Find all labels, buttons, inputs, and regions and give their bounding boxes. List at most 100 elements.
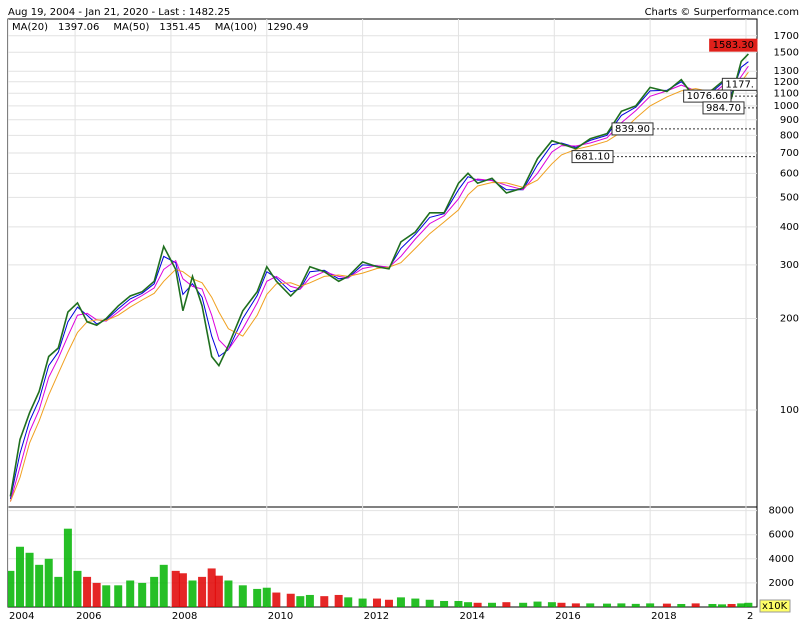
volume-bar	[83, 576, 92, 607]
volume-bar	[425, 599, 434, 607]
volume-bar	[159, 564, 168, 607]
annotation-box	[721, 77, 758, 91]
y-tick-label: 600	[780, 168, 799, 179]
volume-bar	[198, 576, 207, 607]
volume-bar	[150, 576, 159, 607]
x-tick-label: 2018	[651, 611, 676, 622]
y-tick-label: 800	[780, 130, 799, 141]
volume-tick-label: 8000	[769, 506, 794, 517]
volume-bar	[502, 602, 511, 607]
annotation-label: 839.90	[615, 124, 650, 135]
y-tick-label: 1200	[774, 77, 799, 88]
volume-bar	[737, 603, 746, 607]
volume-bar	[262, 587, 271, 607]
y-tick-label: 1300	[774, 66, 799, 77]
volume-bar	[320, 596, 329, 607]
volume-bar	[224, 580, 233, 607]
volume-bar	[296, 596, 305, 607]
volume-bar	[662, 603, 671, 607]
price-line	[9, 53, 749, 497]
annotation-label: 984.70	[706, 103, 741, 114]
y-tick-label: 200	[780, 313, 799, 324]
legend-value: 1290.49	[267, 22, 308, 33]
y-tick-label: 1000	[774, 101, 799, 112]
legend-name: MA(20)	[12, 22, 48, 33]
x-tick-label: 2012	[364, 611, 389, 622]
volume-bar	[238, 585, 247, 607]
volume-bar	[464, 602, 473, 607]
volume-bar	[44, 558, 53, 607]
unit-label: x10K	[762, 601, 788, 612]
volume-bar	[63, 528, 72, 607]
volume-bar	[727, 603, 736, 607]
volume-bar	[677, 603, 686, 607]
x-tick-label: 2004	[9, 611, 34, 622]
x-tick-label: 2010	[268, 611, 293, 622]
x-tick-label: 2014	[459, 611, 484, 622]
volume-bar	[533, 601, 542, 607]
volume-bar	[114, 585, 123, 607]
volume-bar	[440, 600, 449, 607]
volume-tick-label: 2000	[769, 578, 794, 589]
y-tick-label: 1700	[774, 31, 799, 42]
credit: Charts © Surperformance.com	[645, 7, 799, 18]
y-tick-label: 1500	[774, 47, 799, 58]
volume-bar	[15, 546, 24, 607]
volume-bar	[411, 598, 420, 607]
annotation-label: 1076.60	[687, 91, 728, 102]
volume-bar	[344, 597, 353, 607]
volume-bar	[617, 603, 626, 607]
chart-title: Aug 19, 2004 - Jan 21, 2020 - Last : 148…	[8, 7, 230, 18]
volume-bar	[571, 603, 580, 607]
volume-bar	[334, 594, 343, 607]
volume-bar	[744, 602, 753, 607]
volume-bar	[8, 570, 15, 607]
volume-bar	[547, 602, 556, 607]
legend-value: 1351.45	[159, 22, 200, 33]
y-tick-label: 900	[780, 115, 799, 126]
volume-bar	[454, 600, 463, 607]
volume-bar	[646, 603, 655, 607]
volume-bar	[126, 580, 135, 607]
volume-bar	[603, 603, 612, 607]
y-tick-label: 700	[780, 148, 799, 159]
volume-bar	[557, 602, 566, 607]
y-tick-label: 500	[780, 192, 799, 203]
annotation-label: 681.10	[575, 152, 610, 163]
volume-bar	[25, 552, 34, 607]
volume-bar	[73, 570, 82, 607]
price-frame	[7, 18, 758, 508]
volume-bar	[396, 597, 405, 607]
unit-box	[759, 599, 791, 613]
volume-bar	[286, 593, 295, 607]
annotation-box	[709, 38, 758, 52]
volume-tick-label: 4000	[769, 554, 794, 565]
volume-bar	[171, 570, 180, 607]
volume-bar	[188, 580, 197, 607]
volume-bar	[92, 582, 101, 607]
legend-name: MA(50)	[113, 22, 149, 33]
ma-line	[9, 71, 749, 502]
legend-value: 1397.06	[58, 22, 99, 33]
volume-tick-label: 6000	[769, 530, 794, 541]
ma-line	[9, 61, 749, 500]
volume-bar	[214, 575, 223, 607]
volume-bar	[358, 598, 367, 607]
y-tick-label: 1100	[774, 88, 799, 99]
annotation-label: 1177.	[725, 79, 754, 90]
volume-bar	[718, 604, 727, 607]
volume-bar	[35, 564, 44, 607]
legend-name: MA(100)	[215, 22, 257, 33]
volume-bar	[305, 594, 314, 607]
volume-bar	[691, 603, 700, 607]
x-tick-label: 2016	[555, 611, 580, 622]
volume-bar	[178, 573, 187, 607]
volume-bar	[372, 598, 381, 607]
annotation-label: 1583.30	[713, 40, 754, 51]
volume-bar	[708, 603, 717, 607]
plot: 2004 2006 2008 2010 2012 2014 2016 2018 2	[8, 19, 757, 622]
volume-bar	[138, 582, 147, 607]
x-tick-label: 2	[747, 611, 753, 622]
y-tick-label: 300	[780, 260, 799, 271]
